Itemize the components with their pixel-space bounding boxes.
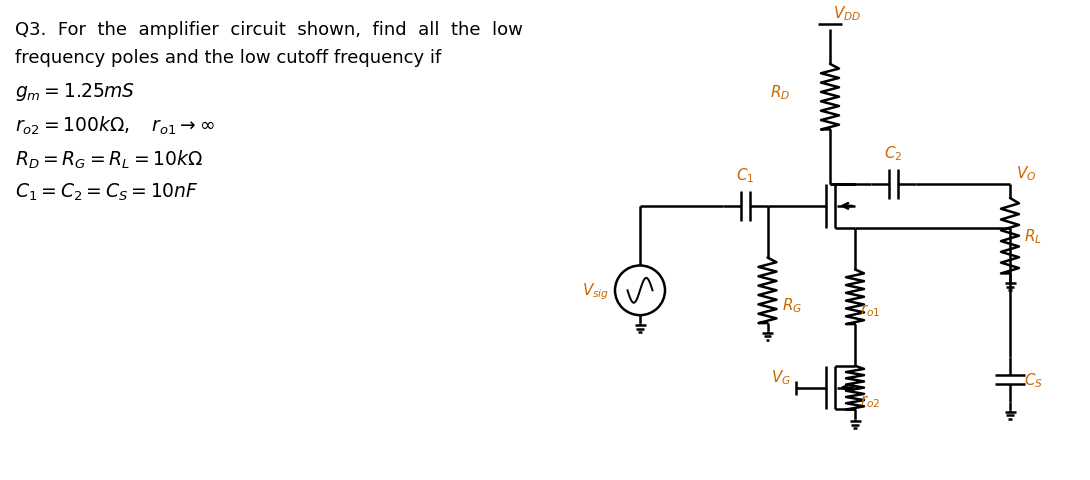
Text: frequency poles and the low cutoff frequency if: frequency poles and the low cutoff frequ… [15, 49, 441, 67]
Text: $r_{o2} = 100k\Omega,\quad r_{o1} \rightarrow \infty$: $r_{o2} = 100k\Omega,\quad r_{o1} \right… [15, 114, 215, 136]
Text: $C_2$: $C_2$ [884, 144, 903, 163]
Text: $C_S$: $C_S$ [1024, 371, 1043, 389]
Text: $C_1 = C_2 = C_S = 10nF$: $C_1 = C_2 = C_S = 10nF$ [15, 182, 198, 203]
Text: $r_{o1}$: $r_{o1}$ [860, 302, 881, 319]
Text: $V_O$: $V_O$ [1016, 164, 1037, 183]
Text: $R_L$: $R_L$ [1024, 227, 1042, 246]
Text: $V_{sig}$: $V_{sig}$ [582, 280, 609, 301]
Text: $V_{DD}$: $V_{DD}$ [833, 4, 861, 23]
Text: $R_G$: $R_G$ [782, 296, 802, 314]
Text: $r_{o2}$: $r_{o2}$ [860, 393, 881, 409]
Text: $C_1$: $C_1$ [736, 166, 754, 185]
Text: $V_G$: $V_G$ [771, 367, 791, 386]
Text: Q3.  For  the  amplifier  circuit  shown,  find  all  the  low: Q3. For the amplifier circuit shown, fin… [15, 21, 523, 39]
Text: $R_D$: $R_D$ [770, 83, 790, 102]
Text: $g_m = 1.25mS$: $g_m = 1.25mS$ [15, 81, 134, 103]
Text: $R_D = R_G = R_L = 10k\Omega$: $R_D = R_G = R_L = 10k\Omega$ [15, 148, 203, 170]
